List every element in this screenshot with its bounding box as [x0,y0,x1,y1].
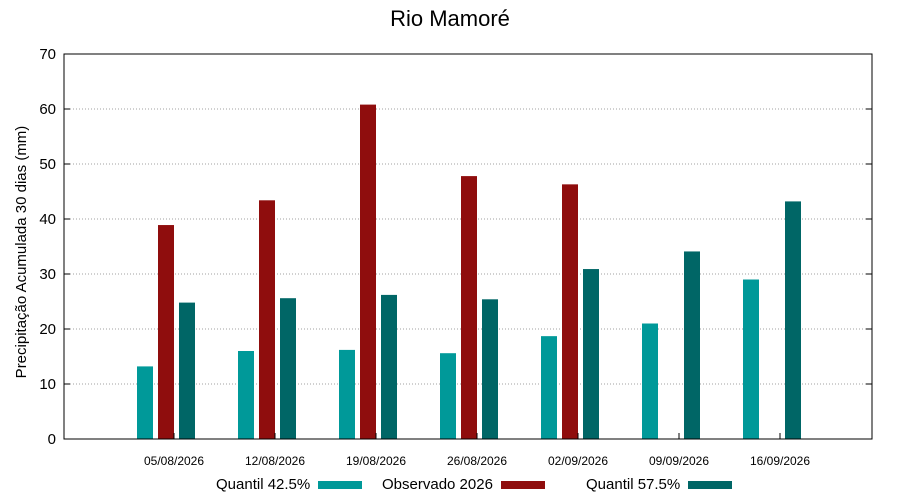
bar [238,351,254,439]
bar [179,302,195,439]
bar [541,336,557,439]
bar [137,366,153,439]
bar [785,201,801,439]
y-tick-label: 60 [39,101,56,118]
legend-label: Observado 2026 [382,476,493,493]
bar [158,225,174,439]
x-axis-ticks: 05/08/2026 12/08/2026 19/08/2026 26/08/2026… [144,433,810,468]
bar [280,298,296,439]
y-tick-label: 10 [39,376,56,393]
x-tick-label: 19/08/2026 [346,454,406,468]
bar [360,104,376,439]
x-tick-label: 09/09/2026 [649,454,709,468]
y-tick-label: 50 [39,156,56,173]
bar [684,251,700,439]
legend-label: Quantil 57.5% [586,476,681,493]
x-tick-label: 02/09/2026 [548,454,608,468]
legend-item: Quantil 57.5% [586,476,733,493]
legend: Quantil 42.5% Observado 2026 Quantil 57.5% [0,476,900,498]
legend-swatch [688,480,733,489]
bar [339,349,355,439]
x-tick-label: 26/08/2026 [447,454,507,468]
bar [381,294,397,439]
bar [562,184,578,439]
y-tick-label: 30 [39,266,56,283]
bar [583,269,599,439]
bar [461,176,477,439]
y-axis-label: Precipitação Acumulada 30 dias (mm) [13,126,30,379]
y-axis-ticks: 0 10 20 30 40 50 60 70 [39,46,872,448]
legend-label: Quantil 42.5% [216,476,311,493]
y-tick-label: 70 [39,46,56,63]
bar [259,200,275,439]
bars [137,104,801,439]
bar [743,279,759,439]
chart-title: Rio Mamoré [390,6,510,31]
legend-item: Quantil 42.5% [216,476,363,493]
legend-item: Observado 2026 [382,476,545,493]
y-tick-label: 40 [39,211,56,228]
bar [440,353,456,439]
x-tick-label: 16/09/2026 [750,454,810,468]
legend-swatch [318,480,363,489]
legend-swatch [500,480,545,489]
plot-frame [63,53,873,440]
x-tick-label: 05/08/2026 [144,454,204,468]
y-tick-label: 20 [39,321,56,338]
bar [482,299,498,439]
y-tick-label: 0 [48,431,56,448]
bar [642,323,658,439]
x-tick-label: 12/08/2026 [245,454,305,468]
